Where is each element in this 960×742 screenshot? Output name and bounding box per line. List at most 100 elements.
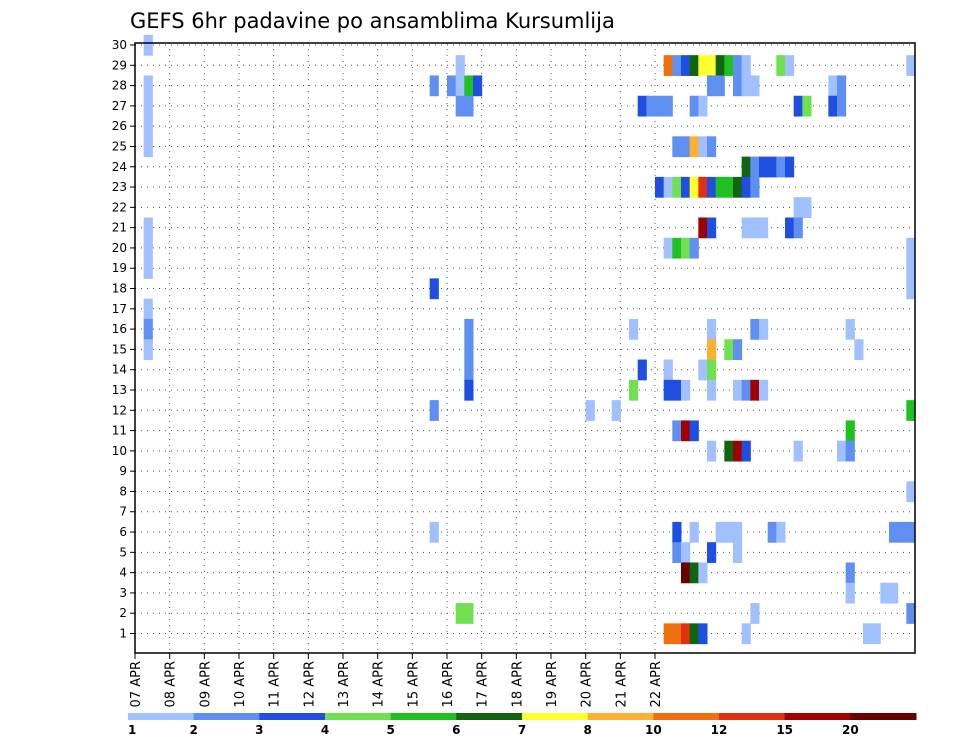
precip-cell: [906, 278, 916, 300]
precip-cell: [724, 339, 734, 361]
precip-cell: [837, 75, 847, 97]
y-tick-label: 17: [112, 302, 127, 316]
precip-cell: [698, 176, 708, 198]
precip-cell: [655, 95, 665, 117]
precip-cell: [629, 379, 639, 401]
precip-cell: [143, 217, 153, 239]
y-tick-label: 14: [112, 363, 127, 377]
precip-cell: [681, 237, 691, 259]
precip-cell: [663, 55, 673, 76]
precip-cell: [715, 521, 725, 543]
precip-cell: [681, 420, 691, 442]
precip-cell: [689, 95, 699, 117]
precip-cell: [750, 156, 760, 178]
y-tick-label: 12: [112, 403, 127, 417]
colorbar-segment: [784, 713, 851, 720]
colorbar-segment: [587, 713, 654, 720]
precip-cell: [143, 318, 153, 340]
precip-cell: [429, 400, 439, 421]
y-tick-label: 23: [112, 180, 127, 194]
precip-cell: [681, 136, 691, 158]
precip-cell: [845, 318, 855, 340]
precip-cell: [429, 75, 439, 97]
precip-cell: [906, 400, 916, 421]
precip-cell: [143, 237, 153, 259]
y-tick-label: 4: [119, 566, 127, 580]
precip-cell: [863, 623, 873, 645]
precip-cell: [785, 55, 795, 76]
colorbar-segment: [850, 713, 917, 720]
colorbar-label: 7: [518, 723, 526, 737]
precip-cell: [802, 197, 812, 218]
precip-cell: [464, 75, 474, 97]
y-tick-label: 13: [112, 383, 127, 397]
y-tick-label: 18: [112, 282, 127, 296]
precip-cell: [785, 156, 795, 178]
precip-cell: [759, 379, 769, 401]
precip-cell: [845, 582, 855, 604]
x-tick-label: 22 APR: [649, 661, 664, 707]
precip-cell: [715, 55, 725, 76]
y-tick-label: 20: [112, 241, 127, 255]
precip-cell: [741, 623, 751, 645]
colorbar-segment: [653, 713, 720, 720]
precip-cell: [741, 176, 751, 198]
precip-cell: [143, 339, 153, 361]
y-tick-label: 1: [119, 627, 127, 641]
precip-cell: [733, 440, 743, 462]
precip-cell: [689, 521, 699, 543]
precip-cell: [845, 562, 855, 584]
precip-cell: [837, 440, 847, 462]
precip-cell: [741, 55, 751, 76]
precip-cell: [672, 237, 682, 259]
precip-cell: [672, 521, 682, 543]
colorbar-label: 2: [189, 723, 197, 737]
precip-cell: [906, 55, 916, 76]
y-tick-label: 27: [112, 99, 127, 113]
y-tick-label: 28: [112, 79, 127, 93]
precip-cell: [741, 217, 751, 239]
precip-cell: [906, 237, 916, 259]
precip-cell: [715, 176, 725, 198]
precip-cell: [897, 521, 907, 543]
colorbar-labels: 1 2 3 4 5 6 7 8 10 12 15 20: [128, 723, 859, 737]
precip-cell: [689, 55, 699, 76]
colorbar-label: 1: [128, 723, 136, 737]
precip-cell: [776, 156, 786, 178]
precip-cell: [845, 420, 855, 442]
plot-frame: [134, 42, 916, 654]
precip-cell: [871, 623, 881, 645]
precip-cell: [733, 176, 743, 198]
colorbar-segment: [128, 713, 195, 720]
precip-cell: [707, 440, 717, 462]
colorbar-segment: [325, 713, 392, 720]
colorbar-label: 12: [711, 723, 728, 737]
precip-cell: [741, 156, 751, 178]
precip-cell: [429, 278, 439, 300]
y-tick-label: 2: [119, 606, 127, 620]
precip-cell: [672, 55, 682, 76]
colorbar-segment: [259, 713, 326, 720]
precip-cell: [455, 603, 465, 624]
colorbar-segment: [456, 713, 523, 720]
colorbar-label: 15: [776, 723, 793, 737]
precip-cell: [143, 34, 153, 56]
precip-cell: [663, 359, 673, 381]
precip-cell: [906, 258, 916, 279]
precip-cell: [689, 562, 699, 584]
y-axis-ticks: 1234567891011121314151617181920212223242…: [112, 38, 135, 641]
y-tick-label: 8: [119, 484, 127, 498]
precip-cell: [464, 339, 474, 361]
precip-cell: [733, 521, 743, 543]
y-tick-label: 3: [119, 586, 127, 600]
precip-cell: [707, 339, 717, 361]
precip-cell: [776, 521, 786, 543]
precip-cell: [793, 440, 803, 462]
y-tick-label: 11: [112, 424, 127, 438]
precip-cell: [707, 359, 717, 381]
precip-cell: [585, 400, 595, 421]
precip-cell: [845, 440, 855, 462]
precip-cell: [698, 562, 708, 584]
precip-cell: [637, 95, 647, 117]
precip-cell: [672, 379, 682, 401]
